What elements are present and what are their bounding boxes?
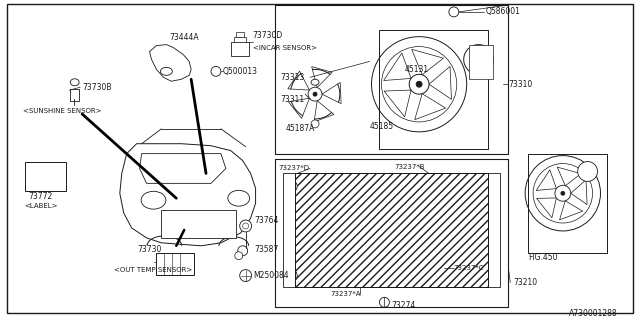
Ellipse shape xyxy=(228,190,250,206)
Bar xyxy=(284,173,295,287)
Text: <LABEL>: <LABEL> xyxy=(24,203,57,209)
Text: <INCAR SENSOR>: <INCAR SENSOR> xyxy=(253,44,317,51)
Bar xyxy=(488,173,500,287)
Text: 45131: 45131 xyxy=(404,65,428,74)
Circle shape xyxy=(313,92,317,96)
Text: 45185: 45185 xyxy=(369,122,394,132)
Text: 73444A: 73444A xyxy=(170,33,199,42)
Bar xyxy=(275,5,508,154)
Circle shape xyxy=(240,269,252,282)
Bar xyxy=(275,159,508,307)
Bar xyxy=(70,89,79,101)
Text: 73772: 73772 xyxy=(28,192,52,201)
Text: 73311: 73311 xyxy=(280,95,305,104)
Circle shape xyxy=(464,44,493,74)
Text: A730001288: A730001288 xyxy=(569,309,618,318)
Circle shape xyxy=(237,246,248,256)
Text: 73313: 73313 xyxy=(280,73,305,82)
Text: <SUNSHINE SENSOR>: <SUNSHINE SENSOR> xyxy=(22,108,101,114)
Circle shape xyxy=(561,191,565,195)
Circle shape xyxy=(285,269,297,282)
Circle shape xyxy=(211,67,221,76)
Circle shape xyxy=(416,81,422,87)
Text: M250084: M250084 xyxy=(253,271,289,280)
Text: 73210: 73210 xyxy=(513,278,538,287)
Text: Q500013: Q500013 xyxy=(223,67,258,76)
Bar xyxy=(295,173,488,287)
Bar xyxy=(236,32,244,37)
Bar xyxy=(25,162,67,191)
Bar xyxy=(161,210,236,238)
Text: 73237*D: 73237*D xyxy=(278,165,309,172)
Circle shape xyxy=(243,223,248,229)
Text: 73237*C: 73237*C xyxy=(454,265,484,271)
Circle shape xyxy=(235,252,243,260)
Bar xyxy=(468,44,493,79)
Text: 73730B: 73730B xyxy=(82,83,111,92)
Text: Q586001: Q586001 xyxy=(486,7,520,16)
Circle shape xyxy=(578,162,598,181)
Circle shape xyxy=(285,180,297,192)
Text: 73587: 73587 xyxy=(255,245,279,254)
Circle shape xyxy=(555,185,571,201)
Circle shape xyxy=(311,120,319,128)
Text: 45187A: 45187A xyxy=(285,124,315,133)
Text: 73237*A: 73237*A xyxy=(330,292,360,297)
Ellipse shape xyxy=(70,79,79,86)
Circle shape xyxy=(380,297,389,307)
Circle shape xyxy=(533,164,593,223)
Bar xyxy=(156,253,194,275)
Bar xyxy=(234,37,246,42)
Text: FIG.450: FIG.450 xyxy=(528,253,557,262)
Bar xyxy=(231,42,248,55)
Circle shape xyxy=(525,156,600,231)
Text: <OUT TEMP SENSOR>: <OUT TEMP SENSOR> xyxy=(114,267,192,273)
Text: 73310: 73310 xyxy=(508,80,532,89)
Bar xyxy=(380,30,488,149)
Circle shape xyxy=(470,52,486,68)
Text: 73764: 73764 xyxy=(255,216,279,225)
Circle shape xyxy=(381,47,457,122)
Text: 73237*B: 73237*B xyxy=(394,164,425,170)
Bar xyxy=(295,173,488,287)
Circle shape xyxy=(240,220,252,232)
Ellipse shape xyxy=(311,79,319,85)
Ellipse shape xyxy=(161,68,172,75)
Text: 73274: 73274 xyxy=(392,301,415,310)
Circle shape xyxy=(372,37,467,132)
Text: 73730: 73730 xyxy=(138,245,162,254)
Bar xyxy=(528,154,607,253)
Ellipse shape xyxy=(141,191,166,209)
Circle shape xyxy=(449,7,459,17)
Circle shape xyxy=(308,87,322,101)
Text: 73730D: 73730D xyxy=(253,31,283,40)
Circle shape xyxy=(409,74,429,94)
